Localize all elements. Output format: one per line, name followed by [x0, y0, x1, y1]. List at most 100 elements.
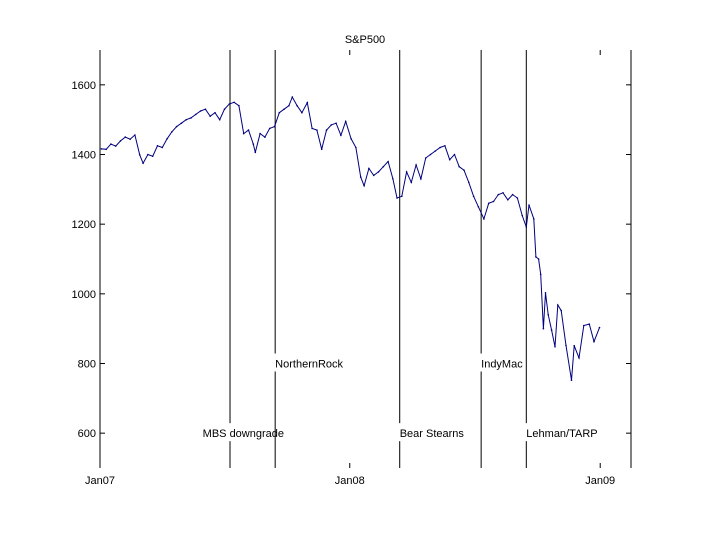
event-label: MBS downgrade	[203, 428, 284, 440]
series-point	[218, 118, 221, 121]
y-tick-label: 1000	[72, 289, 96, 301]
series-point	[166, 138, 168, 140]
series-point	[278, 111, 281, 114]
series-point	[105, 148, 107, 151]
series-point	[424, 157, 427, 159]
series-point	[129, 138, 131, 140]
series-point	[185, 118, 187, 121]
series-point	[372, 174, 375, 177]
series-point	[565, 344, 567, 347]
series-point	[330, 124, 333, 126]
series-point	[316, 129, 318, 131]
labels-layer: MBS downgrade NorthernRock Bear Stearns Ind…	[203, 359, 598, 441]
series-point	[288, 104, 290, 107]
series-point	[387, 160, 389, 163]
series-point	[516, 197, 519, 199]
series-point	[401, 195, 403, 198]
series-point	[528, 204, 530, 206]
series-point	[429, 153, 432, 156]
series-point	[588, 323, 591, 325]
event-label: NorthernRock	[275, 359, 343, 371]
event-lines	[229, 50, 527, 468]
series-point	[259, 132, 261, 135]
series-point	[533, 218, 535, 220]
y-tick-label: 1600	[72, 80, 96, 92]
series-point	[247, 129, 250, 131]
series-point	[110, 143, 112, 145]
series-point	[238, 104, 240, 107]
series-point	[539, 273, 542, 276]
series-point	[396, 197, 398, 199]
series-point	[507, 199, 509, 201]
series-point	[542, 327, 545, 330]
series-point	[521, 214, 523, 217]
series-point	[311, 127, 313, 130]
series-point	[382, 165, 385, 168]
series-point	[268, 127, 271, 130]
series-point	[554, 346, 556, 348]
plot-axes: 600 800 1000 1200 1400 1600 Jan07 Jan08 Jan09	[72, 50, 632, 487]
series-point	[444, 145, 446, 147]
series-layer	[100, 95, 601, 382]
series-point	[209, 115, 211, 117]
series-point	[550, 329, 553, 331]
series-point	[100, 148, 103, 150]
series-point	[544, 292, 547, 294]
series-point	[252, 143, 255, 145]
series-point	[458, 165, 461, 168]
series-point	[190, 117, 192, 119]
series-point	[477, 206, 480, 208]
series-point	[487, 202, 490, 205]
y-tick-label: 600	[78, 428, 96, 440]
series-point	[355, 146, 357, 149]
series-point	[368, 167, 370, 170]
event-label: IndyMac	[481, 359, 523, 371]
series-point	[537, 258, 540, 260]
series-point	[291, 96, 294, 98]
sp500-series-line	[101, 95, 600, 381]
series-point	[468, 181, 470, 184]
series-point	[124, 136, 127, 138]
series-point	[573, 344, 575, 347]
series-point	[254, 151, 257, 154]
series-point	[335, 122, 337, 124]
series-point	[511, 193, 514, 196]
series-point	[578, 357, 580, 359]
series-point	[420, 178, 422, 180]
series-point	[344, 120, 347, 123]
series-point	[557, 304, 559, 306]
series-point	[242, 132, 245, 135]
series-point	[598, 326, 601, 329]
series-point	[535, 256, 537, 258]
series-point	[340, 134, 342, 137]
series-point	[119, 140, 122, 142]
series-point	[320, 148, 323, 151]
series-point	[472, 195, 475, 198]
series-point	[296, 104, 298, 107]
series-point	[492, 200, 495, 203]
series-point	[151, 155, 154, 157]
series-point	[359, 176, 362, 178]
series-point	[525, 226, 528, 228]
series-point	[233, 101, 235, 104]
series-point	[502, 192, 504, 194]
series-point	[214, 111, 216, 114]
series-point	[195, 113, 197, 116]
series-point	[180, 122, 183, 124]
series-point	[142, 162, 144, 164]
series-point	[273, 125, 276, 128]
series-point	[405, 171, 408, 173]
series-point	[583, 324, 585, 327]
series-point	[199, 110, 202, 112]
series-point	[325, 129, 328, 131]
series-point	[377, 171, 380, 173]
series-point	[410, 181, 413, 184]
series-point	[228, 103, 231, 105]
series-point	[363, 185, 365, 187]
series-point	[171, 131, 173, 133]
series-point	[463, 169, 465, 171]
series-point	[560, 309, 562, 312]
series-point	[223, 108, 226, 110]
series-point	[497, 193, 500, 196]
